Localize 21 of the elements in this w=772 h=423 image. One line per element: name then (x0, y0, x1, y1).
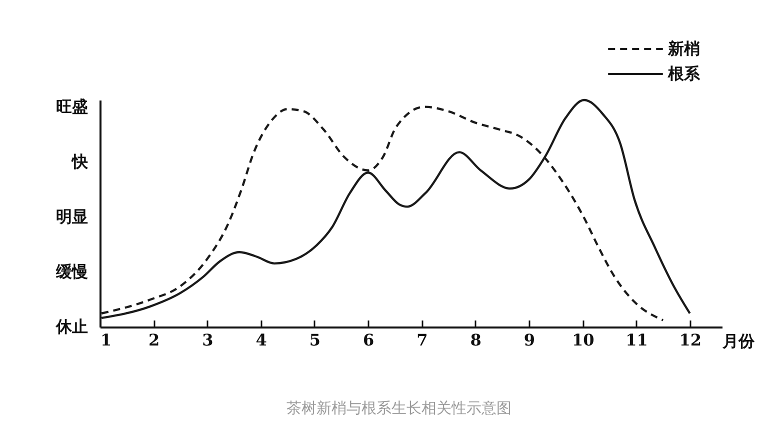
x-tick-label: 1 (100, 330, 112, 350)
legend-label: 新梢 (667, 39, 700, 58)
x-tick-label: 12 (679, 330, 702, 350)
x-tick-label: 5 (309, 330, 321, 350)
x-tick-label: 8 (470, 330, 482, 350)
x-tick-label: 4 (256, 330, 267, 350)
legend-label: 根系 (667, 64, 701, 83)
text: 缓慢 (55, 262, 88, 281)
text: 茶树新梢与根系生长相关性示意图 (286, 399, 512, 417)
x-tick-label: 10 (572, 330, 594, 350)
text: 旺盛 (56, 97, 88, 116)
text: 快 (71, 152, 89, 171)
text: 休止 (55, 317, 88, 336)
x-tick-label: 6 (363, 330, 374, 350)
x-tick-label: 11 (626, 330, 648, 350)
x-tick-label: 2 (148, 330, 160, 350)
text: 明显 (56, 207, 88, 226)
x-tick-label: 3 (202, 330, 214, 350)
x-tick-label: 9 (524, 330, 536, 350)
x-axis-title: 月份 (722, 332, 756, 350)
x-tick-label: 7 (416, 330, 428, 350)
